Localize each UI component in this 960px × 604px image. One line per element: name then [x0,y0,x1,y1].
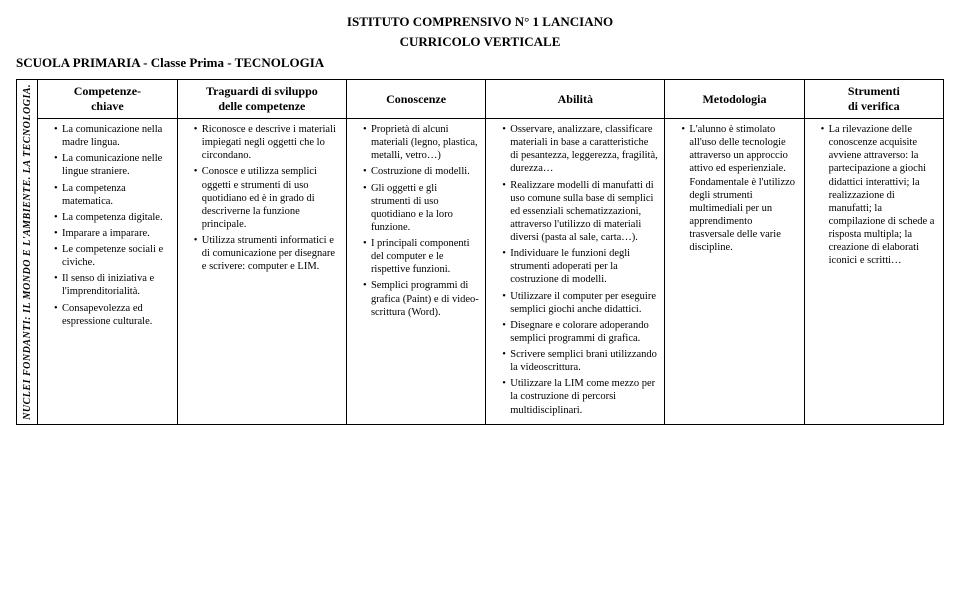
cell-abilita: Osservare, analizzare, classificare mate… [486,119,665,425]
col-header-strumenti: Strumentidi verifica [804,80,943,119]
list-item-conoscenze: Semplici programmi di grafica (Paint) e … [363,279,479,318]
cell-conoscenze: Proprietà di alcuni materiali (legno, pl… [346,119,485,425]
col-header-traguardi: Traguardi di sviluppodelle competenze [177,80,346,119]
header-class: SCUOLA PRIMARIA - Classe Prima - TECNOLO… [16,55,944,71]
list-item-competenze: Imparare a imparare. [54,227,171,240]
cell-metodologia: L'alunno è stimolato all'uso delle tecno… [665,119,804,425]
list-item-strumenti: La rilevazione delle conoscenze acquisit… [821,123,937,267]
list-item-competenze: La competenza digitale. [54,211,171,224]
list-item-competenze: La competenza matematica. [54,182,171,208]
col-header-conoscenze: Conoscenze [346,80,485,119]
cell-competenze: La comunicazione nella madre lingua. La c… [38,119,177,425]
list-item-abilita: Individuare le funzioni degli strumenti … [502,247,658,286]
header-institute: ISTITUTO COMPRENSIVO N° 1 LANCIANO [16,12,944,32]
list-item-conoscenze: I principali componenti del computer e l… [363,237,479,276]
list-item-conoscenze: Proprietà di alcuni materiali (legno, pl… [363,123,479,162]
col-header-metodologia: Metodologia [665,80,804,119]
list-item-competenze: La comunicazione nella madre lingua. [54,123,171,149]
vertical-label-cell: NUCLEI FONDANTI: IL MONDO E L'AMBIENTE. … [16,80,38,425]
curriculum-table: Competenze-chiave Traguardi di sviluppod… [38,80,944,425]
cell-strumenti: La rilevazione delle conoscenze acquisit… [804,119,943,425]
header-curriculum: CURRICOLO VERTICALE [16,32,944,52]
table-row: La comunicazione nella madre lingua. La c… [38,119,944,425]
list-item-metodologia: L'alunno è stimolato all'uso delle tecno… [681,123,797,254]
list-item-traguardi: Utilizza strumenti informatici e di comu… [194,234,340,273]
list-item-traguardi: Riconosce e descrive i materiali impiega… [194,123,340,162]
list-item-conoscenze: Gli oggetti e gli strumenti di uso quoti… [363,182,479,235]
list-item-abilita: Realizzare modelli di manufatti di uso c… [502,179,658,245]
list-item-abilita: Disegnare e colorare adoperando semplici… [502,319,658,345]
cell-traguardi: Riconosce e descrive i materiali impiega… [177,119,346,425]
list-item-competenze: Il senso di iniziativa e l'imprenditoria… [54,272,171,298]
list-item-traguardi: Conosce e utilizza semplici oggetti e st… [194,165,340,231]
table-header-row: Competenze-chiave Traguardi di sviluppod… [38,80,944,119]
list-item-competenze: La comunicazione nelle lingue straniere. [54,152,171,178]
list-item-abilita: Osservare, analizzare, classificare mate… [502,123,658,176]
col-header-competenze: Competenze-chiave [38,80,177,119]
main-grid: NUCLEI FONDANTI: IL MONDO E L'AMBIENTE. … [16,79,944,425]
list-item-competenze: Le competenze sociali e civiche. [54,243,171,269]
col-header-abilita: Abilità [486,80,665,119]
list-item-competenze: Consapevolezza ed espressione culturale. [54,302,171,328]
list-item-abilita: Utilizzare la LIM come mezzo per la cost… [502,377,658,416]
list-item-abilita: Scrivere semplici brani utilizzando la v… [502,348,658,374]
vertical-label: NUCLEI FONDANTI: IL MONDO E L'AMBIENTE. … [22,84,33,420]
list-item-conoscenze: Costruzione di modelli. [363,165,479,178]
list-item-abilita: Utilizzare il computer per eseguire semp… [502,290,658,316]
